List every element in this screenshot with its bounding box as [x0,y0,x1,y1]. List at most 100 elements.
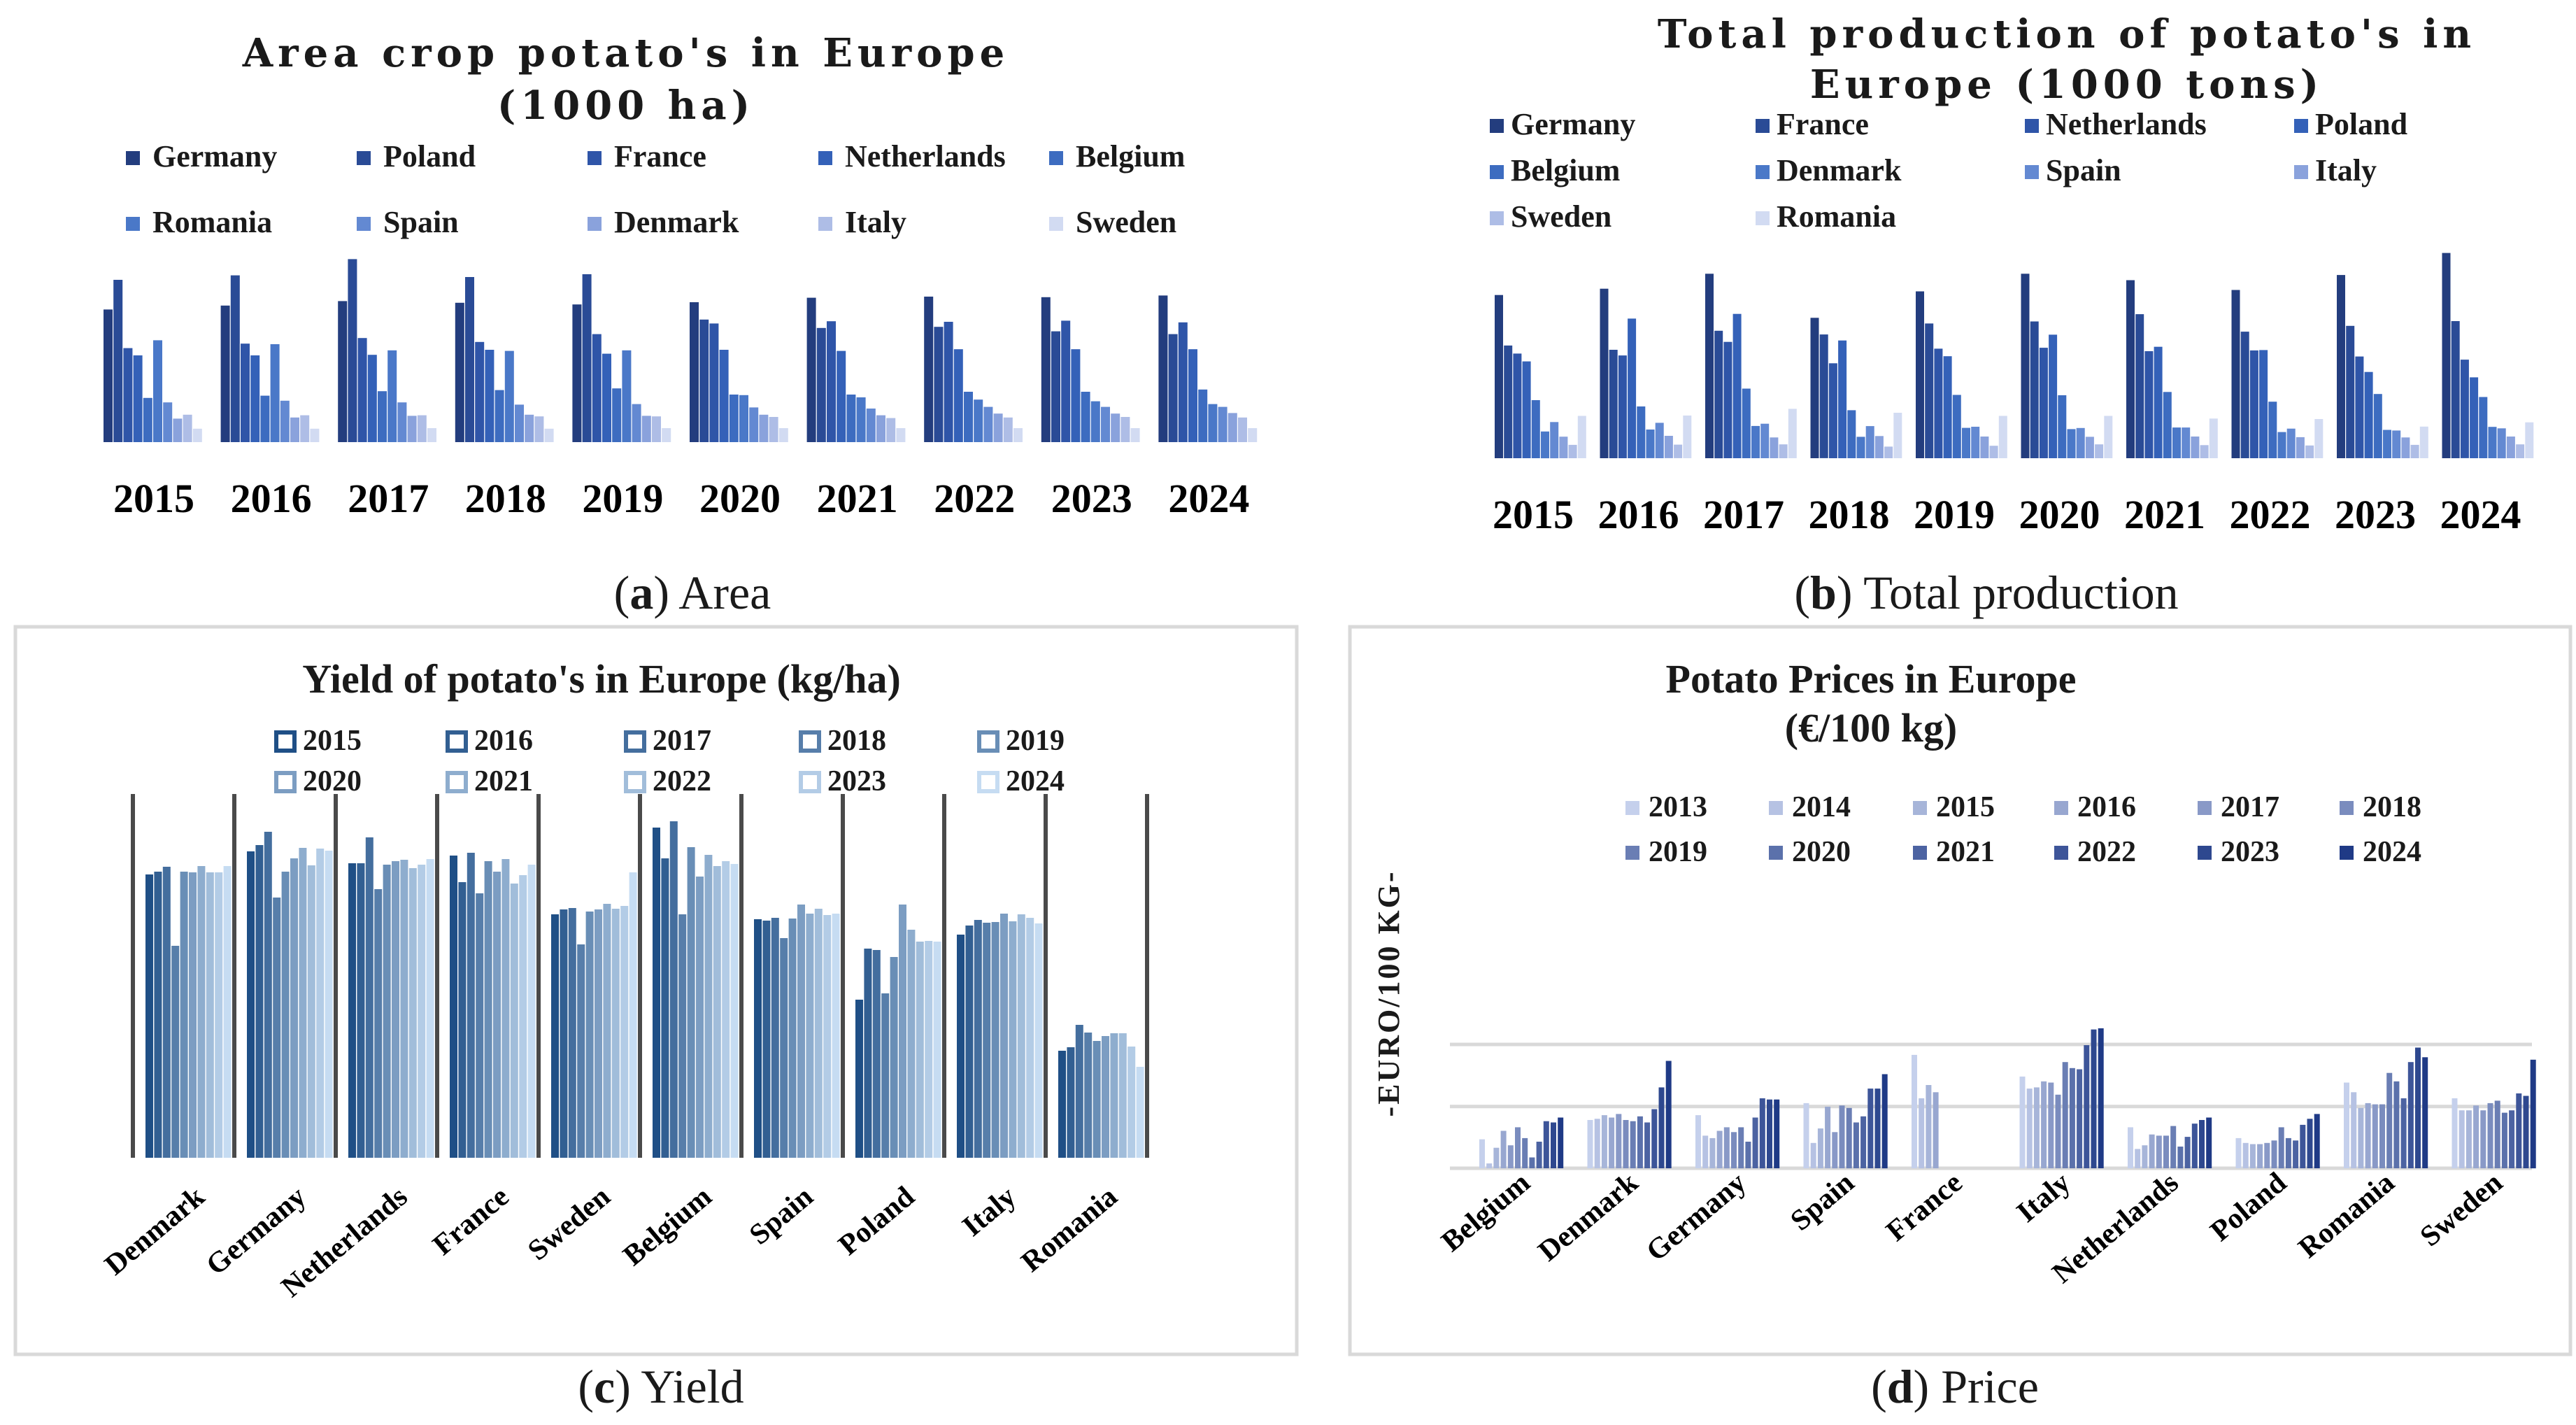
price-bar-sweden-2019 [2494,1100,2500,1168]
production-bar-2020-germany [2021,274,2030,458]
price-bar-spain-2015 [1817,1128,1823,1168]
yield-bar-sweden-2019 [585,912,594,1158]
production-bar-2018-denmark [1856,437,1865,458]
area-chart: Area crop potato's in Europe (1000 ha) G… [104,30,1258,619]
price-bar-spain-2017 [1832,1132,1838,1169]
price-bar-sweden-2013 [2452,1098,2458,1169]
area-bar-2024-spain [1218,406,1227,442]
price-bar-netherlands-2014 [2135,1149,2141,1168]
yield-bar-france-2023 [519,875,527,1158]
yield-bar-denmark-2017 [162,867,171,1158]
area-bar-2022-belgium [964,392,973,442]
price-bar-belgium-2015 [1493,1147,1500,1168]
area-bar-2024-germany [1158,295,1168,442]
production-bar-2021-romania [2209,418,2218,458]
production-bar-2018-romania [1893,413,1902,458]
yield-bar-spain-2023 [823,915,832,1158]
yield-bar-spain-2021 [806,914,814,1158]
area-bar-2019-france [592,334,602,442]
production-bar-2022-belgium [2268,402,2277,458]
yield-legend-swatch-2016 [446,730,468,753]
area-bar-2016-poland [230,275,240,442]
yield-bar-belgium-2024 [730,864,739,1158]
production-bar-2017-italy [1770,437,1779,458]
production-bar-2021-denmark [2172,427,2181,458]
area-legend-swatch-germany [126,151,140,165]
price-bar-romania-2021 [2400,1098,2407,1169]
production-bar-2015-france [1504,345,1513,458]
area-bar-2021-germany [806,297,816,442]
price-bar-netherlands-2023 [2199,1120,2205,1168]
price-bar-poland-2016 [2257,1144,2263,1168]
production-x-tick-2022: 2022 [2230,492,2311,537]
yield-legend-label-2015: 2015 [303,725,362,757]
production-bar-2018-germany [1810,318,1819,458]
production-bar-2024-netherlands [2460,360,2469,458]
yield-bar-romania-2016 [1067,1047,1075,1158]
area-bar-2022-denmark [993,413,1003,442]
price-bar-belgium-2020 [1529,1157,1535,1168]
area-bar-2023-italy [1120,417,1130,442]
area-bar-2018-france [475,341,485,442]
area-bars [104,259,1258,442]
area-bar-2015-denmark [173,418,183,442]
caption-d-text: Price [1929,1360,2039,1413]
yield-bar-france-2019 [484,861,492,1158]
price-bar-romania-2017 [2372,1104,2378,1168]
price-legend-swatch-2022 [2054,846,2068,860]
area-legend-label-italy: Italy [845,205,906,239]
production-legend-label-spain: Spain [2046,153,2121,187]
price-legend-label-2016: 2016 [2077,791,2136,823]
caption-b-text: Total production [1853,566,2179,619]
yield-bar-poland-2016 [864,949,872,1158]
yield-legend-label-2018: 2018 [827,725,886,757]
yield-bar-belgium-2020 [696,877,704,1158]
price-bar-spain-2021 [1860,1116,1867,1168]
production-x-tick-2018: 2018 [1809,492,1890,537]
area-legend-swatch-romania [126,217,140,231]
production-x-tick-2016: 2016 [1598,492,1679,537]
yield-bar-belgium-2017 [669,821,678,1158]
yield-bar-poland-2019 [890,957,898,1158]
production-bar-2019-romania [1998,416,2007,458]
production-bar-2019-italy [1980,437,1989,458]
price-bar-france-2015 [1926,1085,1932,1168]
production-bar-2021-belgium [2163,392,2172,458]
caption-b-letter: b [1810,566,1837,619]
price-legend-label-2024: 2024 [2363,836,2421,868]
production-bar-2024-italy [2506,437,2515,458]
area-legend-swatch-italy [818,217,832,231]
area-legend-label-poland: Poland [383,139,476,173]
price-bar-spain-2023 [1874,1089,1881,1168]
yield-bar-spain-2018 [780,938,788,1158]
yield-legend-label-2024: 2024 [1006,765,1065,797]
price-bar-sweden-2016 [2473,1105,2479,1168]
production-legend-label-germany: Germany [1511,107,1635,141]
production-bar-2023-netherlands [2355,356,2364,458]
yield-bar-romania-2018 [1084,1033,1093,1158]
production-bar-2020-poland [2049,334,2058,458]
price-bar-romania-2014 [2351,1092,2357,1168]
area-x-tick-2020: 2020 [699,476,781,521]
production-bar-2024-poland [2470,377,2479,458]
yield-bar-poland-2017 [872,950,881,1158]
production-bar-2023-romania [2419,426,2428,458]
area-bar-2023-romania [1090,401,1100,442]
price-bar-belgium-2022 [1543,1121,1549,1168]
yield-bar-italy-2022 [1017,914,1025,1158]
production-bar-2015-netherlands [1513,353,1522,458]
yield-bar-spain-2015 [754,919,762,1158]
price-bar-spain-2016 [1825,1107,1831,1168]
price-bar-denmark-2017 [1616,1114,1622,1168]
price-chart-title-line1: Potato Prices in Europe [1666,656,2077,702]
price-bar-poland-2023 [2307,1119,2313,1168]
caption-a-text: Area [669,566,771,619]
yield-chart-title: Yield of potato's in Europe (kg/ha) [302,656,901,702]
production-bar-2021-sweden [2200,445,2209,458]
price-bar-spain-2014 [1810,1142,1816,1168]
yield-bar-belgium-2022 [713,866,721,1158]
area-bar-2019-germany [572,304,582,442]
price-bar-denmark-2020 [1637,1116,1643,1168]
yield-legend-swatch-2022 [624,771,646,793]
yield-bar-romania-2023 [1127,1047,1136,1158]
